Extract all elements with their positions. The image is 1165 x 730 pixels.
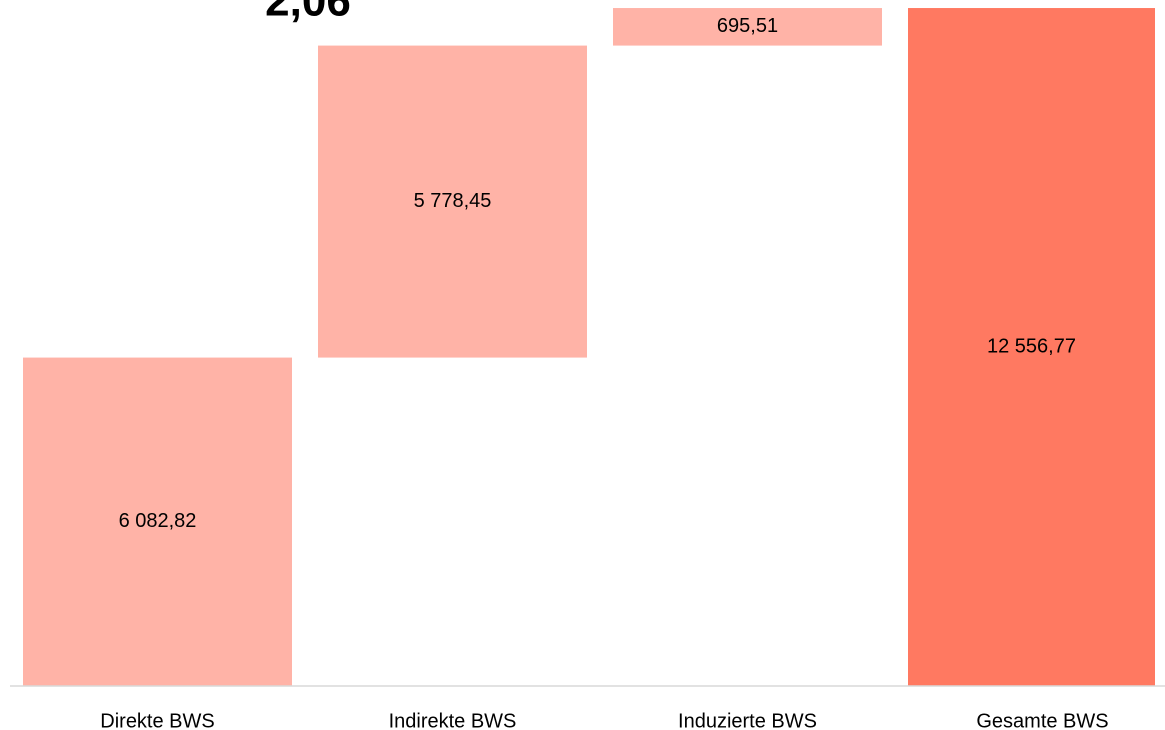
value-label: 695,51 xyxy=(717,15,778,37)
value-label: 6 082,82 xyxy=(119,510,197,532)
bar xyxy=(908,8,1155,687)
value-label: 5 778,45 xyxy=(414,190,492,212)
bar xyxy=(613,8,882,46)
bar xyxy=(318,45,587,358)
x-tick-label: Gesamte BWS xyxy=(976,710,1108,730)
x-tick-label: Indirekte BWS xyxy=(389,710,517,730)
x-tick-label: Induzierte BWS xyxy=(678,710,817,730)
annotation: 2,06 xyxy=(265,0,351,26)
value-label: 12 556,77 xyxy=(987,335,1076,357)
bar xyxy=(23,357,292,686)
x-tick-label: Direkte BWS xyxy=(100,710,214,730)
